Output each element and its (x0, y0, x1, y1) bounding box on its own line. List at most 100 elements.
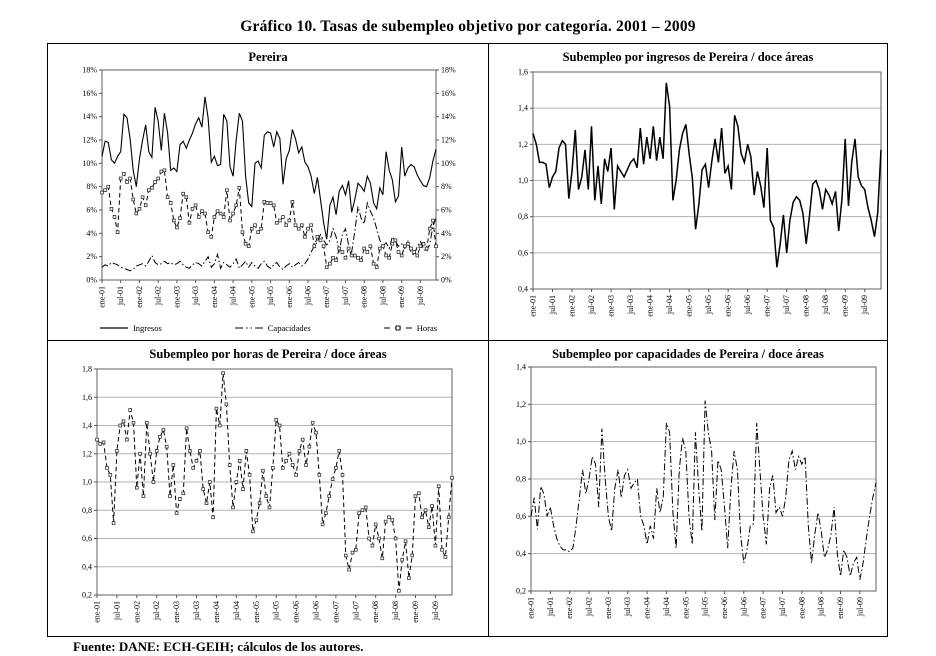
square-marker (359, 258, 363, 263)
square-marker (310, 420, 315, 425)
square-marker (159, 169, 164, 174)
square-marker (247, 473, 252, 477)
y-tick-label: 1,2 (82, 449, 92, 458)
square-marker (244, 449, 249, 453)
square-marker (100, 190, 104, 195)
y-tick-label-right: 2% (441, 252, 452, 261)
legend-item-ingresos: Ingresos (99, 323, 162, 333)
chart-panel-pereira: Pereira 0% 0% 2% 2% 4% 4% 6% 6% 8% 8% 10% 10% 12% 12%… (48, 44, 489, 341)
square-marker (387, 255, 391, 260)
square-marker (256, 230, 260, 235)
square-marker (165, 195, 170, 200)
square-marker (409, 246, 413, 251)
square-marker (101, 440, 106, 445)
square-marker (207, 480, 212, 484)
square-marker (426, 525, 431, 530)
x-tick-label: jul-02 (152, 601, 161, 621)
square-marker (446, 515, 451, 520)
x-tick-label: ene-01 (93, 601, 102, 623)
y-tick-label: 0,8 (82, 506, 92, 515)
series-line (101, 96, 437, 240)
x-tick-label: ene-02 (135, 286, 144, 308)
square-marker (178, 497, 182, 501)
square-marker (262, 199, 267, 204)
square-marker (259, 226, 264, 231)
y-tick-label-right: 0% (441, 276, 452, 285)
square-marker (148, 451, 152, 456)
square-marker (290, 199, 295, 204)
y-tick-label: 1,2 (518, 140, 528, 149)
square-marker (150, 185, 154, 190)
x-tick-label: jul-04 (229, 286, 238, 306)
plot-area-capacidades-ratio: 0,2 0,4 0,6 0,8 1,0 1,2 1,4 ene-01 jul-01 ene-02 j… (516, 363, 877, 619)
y-tick-label: 2% (86, 252, 97, 261)
x-tick-label: ene-02 (132, 601, 141, 623)
y-tick-label-right: 8% (441, 182, 452, 191)
square-marker (221, 215, 226, 219)
y-tick-label: 12% (82, 136, 97, 145)
x-tick-label: jul-09 (431, 601, 440, 621)
square-marker (318, 238, 323, 243)
square-marker (241, 487, 245, 491)
charts-grid: Pereira 0% 0% 2% 2% 4% 4% 6% 6% 8% 8% 10% 10% 12% 12%… (47, 43, 888, 637)
square-marker (327, 494, 331, 498)
x-tick-label: jul-04 (232, 601, 241, 621)
x-tick-label: ene-02 (568, 295, 577, 317)
square-marker (274, 418, 279, 422)
x-tick-label: jul-03 (623, 597, 632, 617)
y-tick-label: 1,6 (518, 68, 528, 77)
y-tick-label-right: 6% (441, 206, 452, 215)
legend-label-horas: Horas (416, 323, 438, 333)
dash-dot-line-icon (234, 327, 263, 329)
square-marker (243, 241, 248, 246)
square-marker (196, 215, 201, 219)
y-tick-label: 0% (86, 276, 97, 285)
square-marker (309, 223, 313, 228)
square-marker (360, 508, 365, 513)
square-marker (227, 463, 232, 467)
chart-title-pereira: Pereira (248, 50, 288, 64)
square-marker (140, 195, 145, 200)
square-marker (396, 250, 401, 254)
series-line (96, 373, 453, 591)
square-marker (209, 234, 214, 239)
legend: Ingresos Capacidades Horas (48, 323, 488, 333)
square-marker (249, 226, 254, 231)
square-marker (254, 518, 259, 522)
square-marker (237, 459, 242, 463)
x-tick-label: ene-09 (836, 597, 845, 619)
square-marker (206, 230, 210, 235)
x-tick-label: jul-04 (665, 295, 674, 315)
square-marker (268, 201, 273, 205)
y-tick-label: 0,2 (82, 591, 92, 600)
square-marker (168, 201, 173, 205)
square-marker (156, 176, 161, 181)
square-marker (193, 203, 198, 208)
square-marker (343, 553, 348, 558)
x-tick-label: jul-03 (626, 295, 635, 315)
x-tick-label: jul-06 (311, 601, 320, 621)
square-marker (191, 466, 196, 470)
chart-panel-capacidades-ratio: Subempleo por capacidades de Pereira / d… (489, 341, 887, 636)
plot-area-pereira: 0% 0% 2% 2% 4% 4% 6% 6% 8% 8% 10% 10% 12% 12% 14% 14% 16… (82, 66, 456, 308)
y-tick-label: 14% (82, 112, 97, 121)
x-tick-label: ene-04 (643, 597, 652, 619)
square-marker (402, 244, 407, 249)
square-marker (424, 246, 429, 251)
square-marker (162, 168, 167, 173)
square-marker (190, 206, 195, 211)
x-tick-label: jul-01 (546, 597, 555, 617)
square-marker (418, 244, 423, 249)
plot-border (101, 69, 437, 281)
y-tick-label: 1,6 (82, 393, 92, 402)
square-marker (377, 246, 382, 251)
legend-item-horas: Horas (383, 323, 437, 333)
x-tick-label: ene-04 (210, 286, 219, 308)
square-marker (307, 444, 312, 449)
square-marker (98, 442, 103, 446)
chart-title-ingresos-ratio: Subempleo por ingresos de Pereira / doce… (562, 50, 814, 64)
square-marker (154, 449, 159, 453)
square-marker (324, 265, 329, 270)
x-tick-label: jul-09 (416, 286, 425, 306)
square-marker (234, 480, 239, 484)
